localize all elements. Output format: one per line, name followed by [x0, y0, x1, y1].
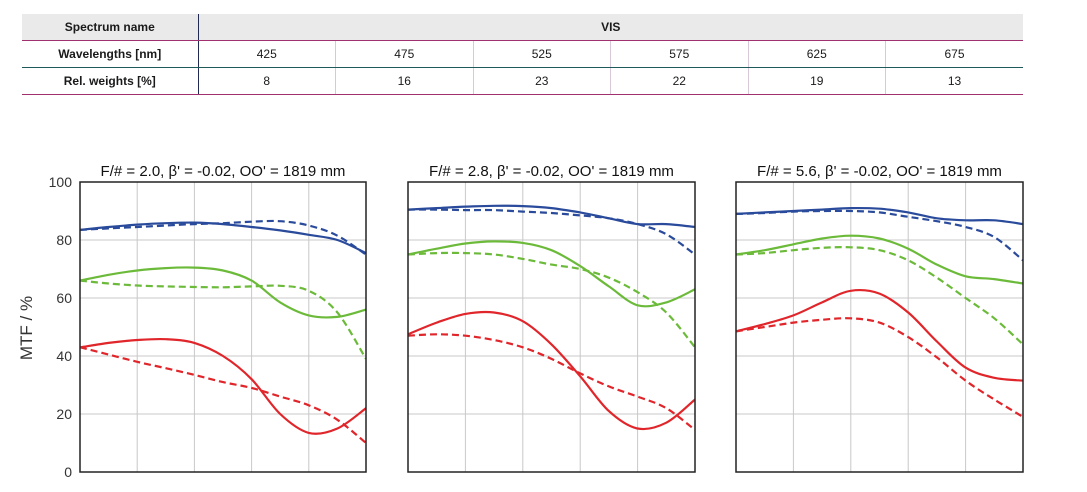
mtf-curve-red-solid [80, 337, 366, 435]
plot-title: F/# = 2.8, β' = -0.02, OO' = 1819 mm [429, 163, 674, 180]
wavelengths-label: Wavelengths [nm] [22, 40, 199, 68]
wavelength-cell: 475 [335, 40, 474, 68]
weight-cell: 16 [335, 67, 474, 95]
weights-label: Rel. weights [%] [22, 67, 199, 95]
y-tick-label: 60 [56, 290, 72, 306]
mtf-curve-blue-solid [408, 204, 695, 229]
y-tick-label: 40 [56, 348, 72, 364]
mtf-curves [408, 204, 695, 431]
mtf-curve-red-dashed [80, 346, 366, 444]
plot-frame [735, 181, 1024, 473]
mtf-curve-blue-dashed [80, 219, 366, 256]
mtf-curve-green-dashed [408, 251, 695, 349]
plot-frame [407, 181, 696, 473]
mtf-curves [736, 206, 1023, 418]
weight-cell: 23 [473, 67, 611, 95]
mtf-curve-green-solid [80, 266, 366, 319]
y-tick-label: 100 [49, 174, 73, 190]
spectrum-name-value: VIS [198, 14, 1023, 41]
wavelength-cell: 675 [885, 40, 1023, 68]
mtf-curve-red-dashed [408, 333, 695, 431]
mtf-curves [80, 219, 366, 444]
mtf-curve-red-dashed [736, 317, 1023, 418]
weight-cell: 22 [610, 67, 749, 95]
mtf-curve-blue-solid [736, 206, 1023, 226]
spectrum-table: Spectrum name VIS Wavelengths [nm] 425 4… [22, 14, 1023, 95]
y-tick-label: 0 [64, 464, 72, 480]
mtf-plot-1: F/# = 2.0, β' = -0.02, OO' = 1819 mm 0 20 4… [49, 163, 367, 480]
mtf-plot-3: F/# = 5.6, β' = -0.02, OO' = 1819 mm [735, 163, 1024, 473]
table-row-wavelengths: Wavelengths [nm] 425 475 525 575 625 675 [22, 40, 1023, 68]
mtf-curve-blue-dashed [408, 208, 695, 256]
mtf-curve-red-solid [736, 288, 1023, 382]
mtf-curve-green-dashed [736, 246, 1023, 346]
weight-cell: 8 [198, 67, 336, 95]
y-axis-label: MTF / % [17, 296, 36, 360]
plot-title: F/# = 2.0, β' = -0.02, OO' = 1819 mm [101, 163, 346, 180]
mtf-curve-blue-solid [80, 221, 366, 255]
mtf-curve-blue-dashed [736, 209, 1023, 262]
mtf-plot-2: F/# = 2.8, β' = -0.02, OO' = 1819 mm [407, 163, 696, 473]
mtf-curve-green-solid [408, 240, 695, 308]
wavelength-cell: 625 [748, 40, 886, 68]
y-tick-label: 80 [56, 232, 72, 248]
spectrum-name-label: Spectrum name [22, 14, 199, 41]
wavelength-cell: 425 [198, 40, 336, 68]
wavelength-cell: 575 [610, 40, 749, 68]
wavelength-cell: 525 [473, 40, 611, 68]
mtf-curve-red-solid [408, 310, 695, 431]
mtf-curve-green-solid [736, 234, 1023, 285]
weight-cell: 19 [748, 67, 886, 95]
plot-frame [79, 181, 367, 473]
table-row-spectrum: Spectrum name VIS [22, 14, 1023, 41]
plot-title: F/# = 5.6, β' = -0.02, OO' = 1819 mm [757, 163, 1002, 180]
y-tick-label: 20 [56, 406, 72, 422]
weight-cell: 13 [885, 67, 1023, 95]
mtf-curve-green-dashed [80, 279, 366, 360]
table-row-weights: Rel. weights [%] 8 16 23 22 19 13 [22, 67, 1023, 95]
